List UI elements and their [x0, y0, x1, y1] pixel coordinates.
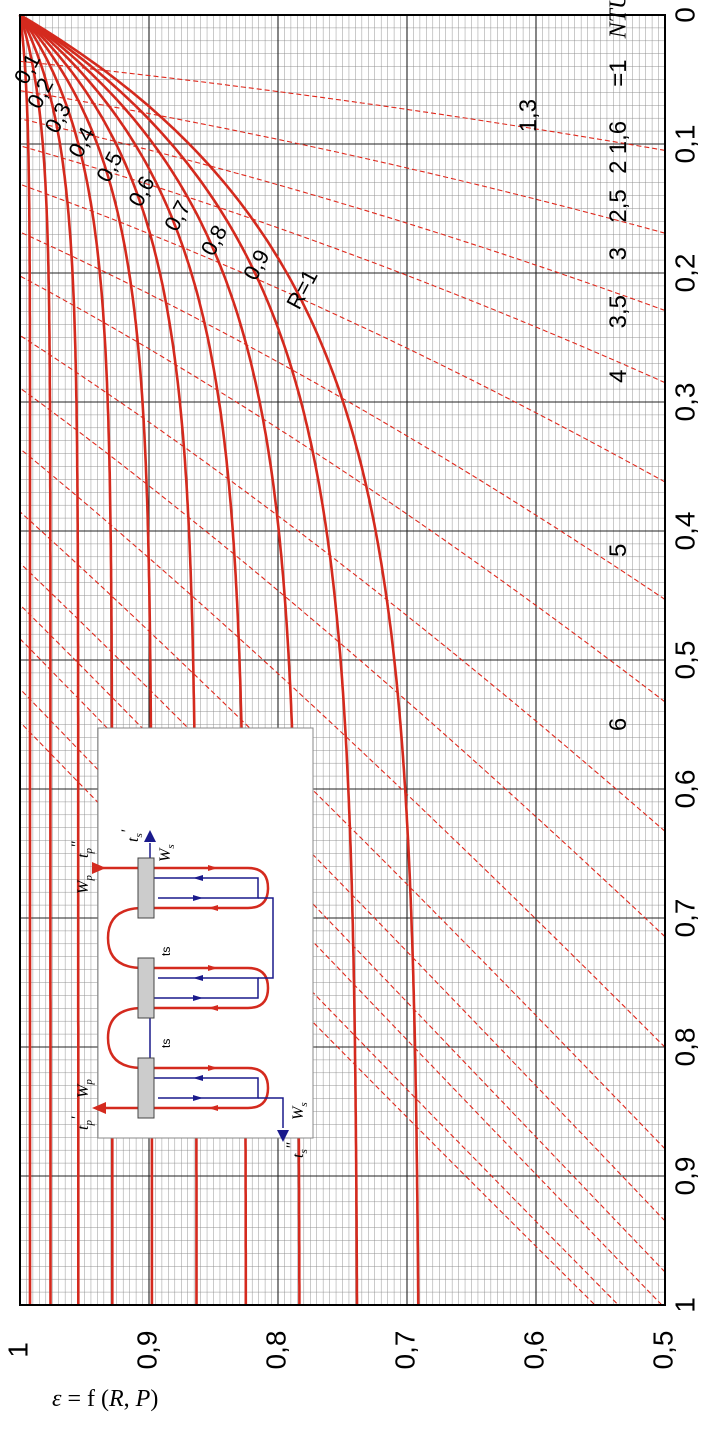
ntu-curve-line: [19, 387, 666, 938]
ntu-curves: [19, 60, 666, 1306]
svg-text:ts": ts": [284, 1142, 310, 1158]
schematic-background: [97, 727, 314, 1139]
ws-out-label: W: [290, 1105, 307, 1120]
ts-mid2-label: ts: [159, 947, 173, 956]
y-tick-label: 1: [2, 1342, 33, 1358]
wp-in-sub: p: [83, 1079, 95, 1086]
r-curve-label: 0,5: [91, 147, 127, 186]
ntu-curve-label: 4: [605, 370, 632, 383]
r-curve-label: 0,4: [63, 123, 99, 162]
formula-symbol: ε: [52, 1386, 62, 1412]
ntu-curve-line: [19, 145, 666, 384]
ts-mid1-label: ts: [159, 1039, 173, 1048]
svg-text:tp": tp": [69, 841, 95, 858]
r-curve-labels: 0,10,20,30,40,50,60,70,80,9R=1: [9, 49, 323, 313]
svg-text:ts': ts': [119, 829, 145, 842]
ntu-prefix-label: NTU: [605, 0, 631, 39]
ntu-curve-labels: =1 1,3 1,6 2 2,5 3 3,5 4 5 6 NTU: [515, 0, 632, 731]
ntu-curve-line: [19, 118, 666, 312]
formula-close: ): [150, 1386, 159, 1412]
y-tick-label: 0,8: [260, 1331, 291, 1370]
formula-r: R: [109, 1386, 124, 1412]
ntu-curve-line: [19, 60, 666, 151]
svg-text:Wp: Wp: [75, 875, 95, 894]
svg-text:Ws: Ws: [157, 844, 177, 862]
y-tick-label: 0,5: [647, 1331, 678, 1370]
svg-text:Ws: Ws: [290, 1102, 310, 1120]
svg-text:Wp: Wp: [75, 1079, 95, 1098]
formula-comma: ,: [123, 1386, 136, 1412]
x-tick-labels: 0 0,1 0,2 0,3 0,4 0,5 0,6 0,7 0,8 0,9 1: [669, 7, 700, 1313]
formula: ε = f (R, P): [52, 1386, 158, 1413]
ts-out-mark: ": [284, 1142, 301, 1149]
x-tick-label: 0,6: [669, 770, 700, 809]
wp-out-label: W: [75, 879, 92, 894]
x-tick-label: 0: [669, 7, 700, 23]
ws-in-sub: s: [165, 844, 177, 848]
ts-out-label: t: [290, 1153, 307, 1158]
ntu-curve-line: [19, 90, 666, 234]
r-curve-line: [18, 14, 32, 1305]
ntu-curve-label: 2,5: [605, 189, 632, 222]
y-tick-label: 0,9: [131, 1331, 162, 1370]
svg-text:tp': tp': [69, 1116, 95, 1130]
x-tick-label: 1: [669, 1297, 700, 1313]
tp-out-mark: ": [69, 841, 86, 848]
y-tick-label: 0,6: [518, 1331, 549, 1370]
tp-out-sub: p: [83, 848, 95, 855]
formula-equals: = f (: [61, 1386, 109, 1412]
r-curve-label: 0,8: [196, 221, 232, 260]
x-tick-label: 0,9: [669, 1157, 700, 1196]
ntu-curve-label: 2: [605, 161, 632, 174]
ntu-curve-label: 6: [605, 718, 632, 731]
x-tick-label: 0,3: [669, 383, 700, 422]
ntu-curve-line: [19, 604, 666, 1273]
exchanger-schematic: tp' Wp Wp tp" ts' Ws ts" Ws ts ts: [69, 727, 314, 1158]
r-curve-line: [18, 14, 52, 1305]
r-curve-line: [19, 13, 359, 1305]
ntu-curve-label: 1,6: [605, 121, 632, 154]
tp-in-sub: p: [83, 1120, 95, 1127]
ts-in-mark: ': [119, 829, 136, 833]
ntu-curve-line: [19, 275, 666, 703]
tp-in-label: t: [75, 1125, 92, 1130]
ntu-curve-label: 5: [605, 544, 632, 557]
ntu-curve-line: [19, 562, 666, 1222]
ts-in-label: t: [125, 837, 142, 842]
x-tick-label: 0,1: [669, 125, 700, 164]
x-tick-label: 0,2: [669, 254, 700, 293]
tp-in-mark: ': [69, 1116, 86, 1120]
x-tick-label: 0,5: [669, 641, 700, 680]
x-tick-label: 0,8: [669, 1028, 700, 1067]
r-curve-line: [18, 14, 80, 1305]
plot-frame: [19, 14, 666, 1306]
ntu-curve-line: [19, 448, 666, 1048]
r-curve-line: [19, 13, 420, 1306]
ws-in-label: W: [157, 847, 174, 862]
wp-in-label: W: [75, 1083, 92, 1098]
ntu-curve-line: [19, 335, 666, 832]
y-tick-labels: 1 0,9 0,8 0,7 0,6 0,5: [2, 1331, 678, 1370]
x-tick-label: 0,7: [669, 899, 700, 938]
ws-out-sub: s: [298, 1102, 310, 1106]
ntu-curve-line: [19, 511, 666, 1150]
tp-out-label: t: [75, 853, 92, 858]
wp-out-sub: p: [83, 875, 95, 882]
x-tick-label: 0,4: [669, 512, 700, 551]
ntu-curve-label: =1: [605, 59, 632, 86]
ntu-curve-label: 3,5: [605, 295, 632, 328]
y-tick-label: 0,7: [389, 1331, 420, 1370]
formula-p: P: [135, 1386, 151, 1412]
ts-in-sub: s: [133, 833, 145, 837]
ts-out-sub: s: [298, 1149, 310, 1153]
ntu-curve-label: 1,3: [515, 99, 542, 132]
ntu-curve-line: [19, 183, 666, 483]
ntu-curve-label: 3: [605, 247, 632, 260]
